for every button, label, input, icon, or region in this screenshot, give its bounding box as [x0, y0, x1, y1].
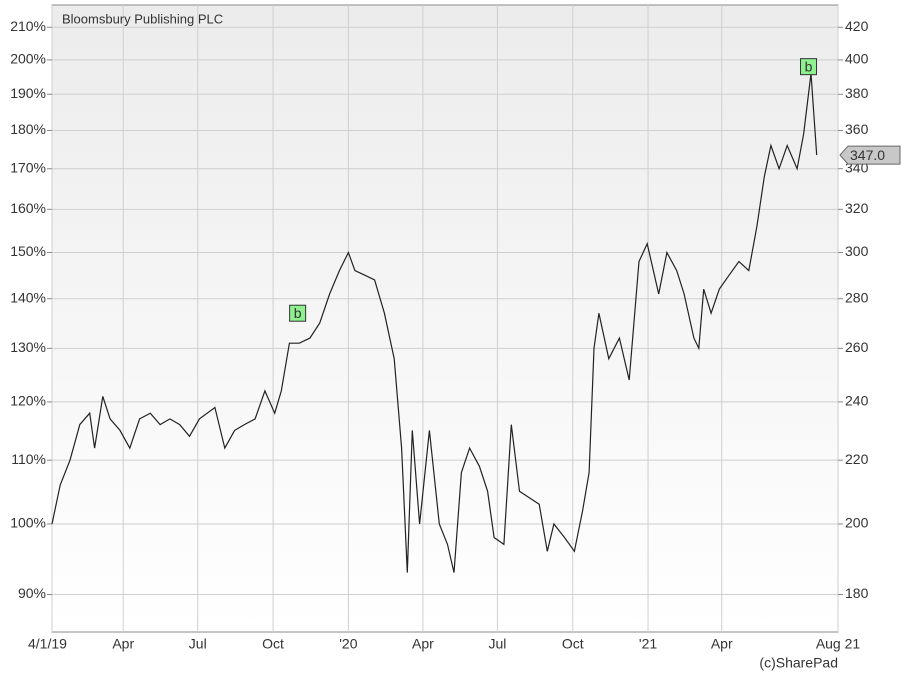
y2-tick-label: 260	[845, 339, 869, 355]
y-tick-label: 170%	[10, 159, 46, 175]
y2-tick-label: 220	[845, 451, 869, 467]
y2-tick-label: 240	[845, 393, 869, 409]
y2-tick-label: 400	[845, 51, 869, 67]
y-tick-label: 200%	[10, 51, 46, 67]
y2-tick-label: 200	[845, 515, 869, 531]
y-tick-label: 100%	[10, 515, 46, 531]
chart-title: Bloomsbury Publishing PLC	[62, 11, 223, 26]
x-tick-label: '21	[639, 636, 657, 652]
y2-tick-label: 300	[845, 243, 869, 259]
price-line	[51, 73, 818, 573]
y-tick-label: 210%	[10, 18, 46, 34]
y-tick-label: 160%	[10, 200, 46, 216]
y2-tick-label: 360	[845, 121, 869, 137]
y2-tick-label: 180	[845, 585, 869, 601]
x-tick-label: Oct	[562, 636, 584, 652]
x-tick-label: Apr	[112, 636, 134, 652]
plot-area	[51, 4, 839, 633]
y-tick-label: 130%	[10, 339, 46, 355]
buy-marker	[289, 304, 307, 322]
y-tick-label: 150%	[10, 243, 46, 259]
buy-marker	[800, 58, 818, 76]
y2-tick-label: 420	[845, 18, 869, 34]
buy-marker-label: b	[805, 58, 813, 74]
x-tick-label: '20	[339, 636, 357, 652]
y-tick-label: 190%	[10, 85, 46, 101]
y2-tick-label: 380	[845, 85, 869, 101]
x-tick-label: Aug 21	[816, 636, 861, 652]
x-tick-label: Apr	[412, 636, 434, 652]
y-tick-label: 90%	[18, 585, 46, 601]
y-tick-label: 180%	[10, 121, 46, 137]
y2-tick-label: 280	[845, 289, 869, 305]
y-tick-label: 140%	[10, 289, 46, 305]
current-price-tag	[839, 145, 901, 165]
x-tick-label: Jul	[488, 636, 506, 652]
current-price-label: 347.0	[850, 147, 885, 163]
x-tick-label: Oct	[262, 636, 284, 652]
y-tick-label: 110%	[11, 451, 46, 467]
x-tick-label: Jul	[189, 636, 207, 652]
buy-marker-label: b	[294, 305, 302, 321]
x-tick-label: Apr	[711, 636, 733, 652]
x-tick-label: 4/1/19	[28, 636, 67, 652]
y2-tick-label: 320	[845, 200, 869, 216]
credit: (c)SharePad	[759, 655, 838, 671]
y-tick-label: 120%	[10, 393, 46, 409]
